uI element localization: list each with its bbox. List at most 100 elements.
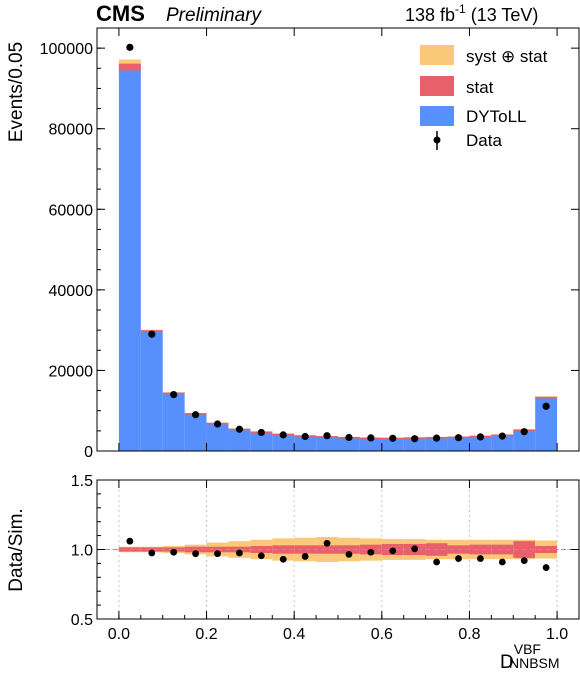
x-tick-label: 0.8 [458, 626, 480, 643]
y-tick-label: 60000 [49, 202, 94, 219]
data-point [367, 434, 375, 442]
mc-bar [469, 435, 492, 451]
mc-bar [447, 436, 470, 451]
mc-bar [491, 434, 514, 451]
mc-bar [184, 413, 207, 451]
ratio-point [192, 550, 199, 558]
mc-bar [425, 437, 448, 451]
ratio-stat-band [228, 546, 251, 553]
stat-band-bin [118, 63, 141, 71]
x-tick-label: 1.0 [546, 626, 568, 643]
ratio-stat-band [316, 545, 338, 554]
mc-bar [338, 437, 360, 451]
main-y-axis-label: Events/0.05 [6, 42, 27, 142]
data-point [301, 432, 309, 441]
ratio-point [455, 555, 462, 562]
ratio-point [236, 549, 243, 557]
data-point [279, 431, 287, 439]
ratio-point [170, 548, 178, 556]
data-point [454, 434, 463, 442]
mc-bar [272, 433, 295, 451]
main-plot-area: 0 20000 40000 60000 80000 100000 [40, 27, 580, 461]
data-point [170, 391, 178, 399]
y-tick-label: 80000 [49, 122, 94, 139]
ratio-y-tick-label: 0.5 [71, 612, 93, 629]
mc-bar [140, 330, 163, 451]
ratio-stat-band [140, 547, 163, 552]
ratio-y-tick-label: 1.5 [71, 473, 93, 490]
ratio-point [477, 555, 484, 562]
legend-syst-label: syst ⊕ stat [466, 47, 548, 66]
main-frame [96, 27, 580, 452]
data-point [323, 432, 331, 440]
data-point [235, 425, 244, 433]
mc-bar [250, 431, 273, 451]
mc-bar [316, 436, 338, 451]
luminosity-label: 138 fb-1 (13 TeV) [405, 2, 538, 25]
mc-bar [162, 392, 185, 451]
data-point [148, 330, 156, 338]
mc-bar [294, 435, 317, 451]
ratio-point [148, 549, 156, 557]
ratio-point [433, 558, 440, 566]
data-point [389, 434, 397, 442]
cms-label: CMS [96, 1, 145, 26]
x-tick-label: 0.2 [195, 626, 217, 643]
legend-data-label: Data [466, 131, 502, 150]
legend-syst-swatch [420, 45, 454, 65]
legend-mc-swatch [420, 106, 454, 126]
ratio-stat-band [469, 544, 492, 555]
y-tick-label: 40000 [49, 283, 94, 300]
mc-bar [381, 437, 404, 451]
legend-stat-label: stat [466, 78, 494, 97]
y-tick-label: 100000 [40, 41, 93, 58]
ratio-point [345, 550, 353, 558]
preliminary-label: Preliminary [166, 5, 263, 26]
ratio-point [498, 558, 506, 566]
ratio-point [279, 555, 287, 563]
stat-band-bin [535, 396, 558, 399]
x-tick-label: 0.0 [108, 626, 130, 643]
data-point [542, 402, 550, 410]
ratio-point [411, 545, 419, 553]
data-point [498, 432, 506, 440]
x-tick-label: 0.6 [371, 626, 393, 643]
ratio-point [323, 539, 331, 547]
legend-stat-swatch [420, 76, 454, 96]
mc-bar [118, 67, 141, 451]
ratio-y-axis-label: Data/Sim. [6, 508, 27, 591]
legend-mc-label: DYToLL [466, 107, 526, 126]
ratio-stat-band [491, 544, 514, 555]
data-point [520, 428, 528, 436]
data-point [345, 433, 353, 442]
ratio-point [214, 550, 221, 558]
data-point [411, 435, 419, 443]
ratio-point [367, 548, 375, 556]
mc-bar [513, 429, 536, 451]
data-point [126, 43, 134, 51]
ratio-point [126, 537, 134, 545]
mc-bar [535, 397, 558, 451]
legend-data-marker [433, 136, 441, 144]
data-point [257, 428, 265, 437]
legend: syst ⊕ stat stat DYToLL Data [420, 45, 548, 150]
ratio-plot-area: 0.5 1.0 1.5 0.0 0.2 0.4 0.6 0.8 1.0 [71, 473, 580, 643]
ratio-y-tick-label: 1.0 [71, 543, 93, 560]
x-tick-label: 0.4 [283, 626, 305, 643]
ratio-point [301, 553, 309, 560]
mc-bar [206, 423, 229, 451]
y-tick-label: 0 [84, 444, 93, 461]
ratio-point [520, 557, 528, 565]
data-point [432, 434, 441, 442]
data-point [191, 411, 200, 419]
ratio-point [389, 547, 397, 555]
y-tick-label: 20000 [49, 363, 94, 380]
data-point [476, 433, 485, 441]
ratio-point [257, 552, 265, 560]
data-point [213, 420, 222, 428]
mc-bar [228, 428, 251, 451]
mc-bar [359, 437, 382, 451]
mc-bar [403, 437, 426, 451]
x-axis-label: DVBF NNBSM [500, 641, 560, 673]
